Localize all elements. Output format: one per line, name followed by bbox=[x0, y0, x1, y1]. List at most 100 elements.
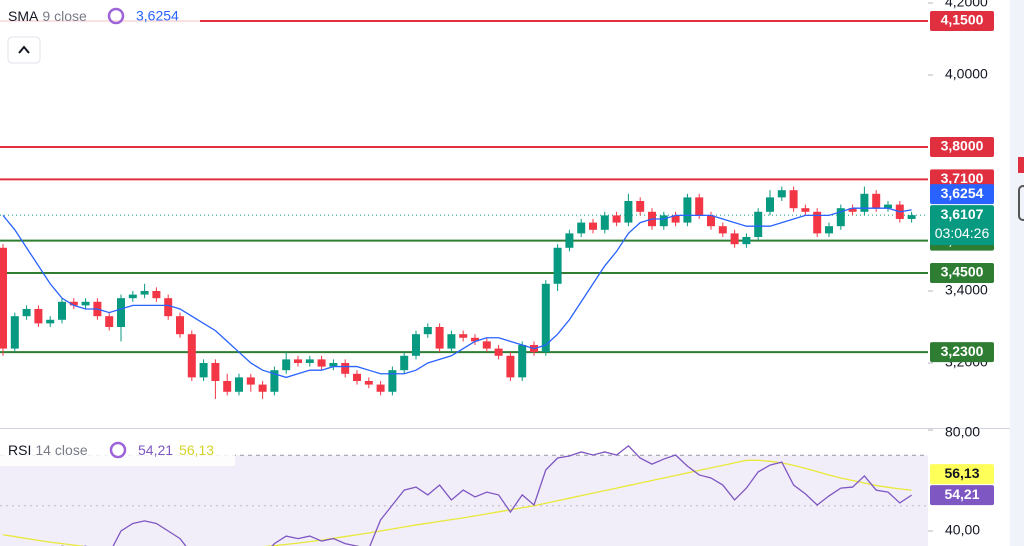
candle-body bbox=[305, 359, 314, 363]
candle-body bbox=[813, 211, 822, 234]
candle-body bbox=[447, 334, 456, 349]
candle-body bbox=[742, 236, 751, 245]
legend: SMA 9 close 3,6254 RSI 14 close 54,21 56,13 bbox=[0, 2, 235, 466]
icon-ring bbox=[107, 7, 125, 25]
legend-bg bbox=[0, 436, 235, 466]
candle-body bbox=[777, 190, 786, 198]
candle-body bbox=[246, 377, 255, 385]
candle-body bbox=[105, 316, 114, 327]
candle-body bbox=[459, 334, 468, 338]
candle-body bbox=[176, 316, 184, 335]
candle-body bbox=[671, 215, 680, 223]
candle-body bbox=[211, 362, 220, 381]
candle-body bbox=[553, 247, 562, 284]
candle-body bbox=[10, 316, 19, 349]
rsi-band-fill bbox=[0, 455, 928, 546]
rsi-pane bbox=[0, 445, 928, 546]
candle-body bbox=[46, 319, 55, 324]
sma-tag: 3,6254 bbox=[941, 185, 984, 201]
sma-name: SMA bbox=[8, 8, 39, 24]
icon-ring bbox=[109, 441, 127, 459]
rsi-ma-value: 56,13 bbox=[179, 442, 214, 458]
candle-body bbox=[282, 359, 291, 371]
rsi-tag: 54,21 bbox=[944, 486, 979, 502]
rsi-ma-tag: 56,13 bbox=[944, 465, 979, 481]
countdown: 03:04:26 bbox=[935, 225, 990, 241]
rsi-length: 14 bbox=[35, 442, 51, 458]
collapse-button[interactable] bbox=[7, 36, 41, 64]
candle-body bbox=[34, 308, 43, 324]
last-price-tag-bg bbox=[930, 205, 994, 246]
candle-body bbox=[884, 204, 892, 209]
candle-body bbox=[81, 301, 90, 306]
y-tick-label: 4,2000 bbox=[945, 0, 988, 10]
candle-body bbox=[364, 380, 373, 385]
candle-body bbox=[860, 193, 869, 212]
y-tick-label: 4,0000 bbox=[945, 66, 988, 82]
candle-body bbox=[707, 215, 715, 227]
candle-body bbox=[423, 326, 432, 335]
side-marker bbox=[1018, 185, 1024, 221]
level-tag-bg bbox=[930, 10, 994, 31]
y-tick-label: 3,4000 bbox=[945, 282, 988, 298]
candle-body bbox=[58, 301, 66, 320]
candle-body bbox=[235, 377, 243, 392]
candle-body bbox=[412, 334, 420, 356]
candle-body bbox=[730, 233, 739, 245]
candle-body bbox=[128, 294, 137, 299]
candle-body bbox=[69, 301, 78, 306]
candle-body bbox=[565, 233, 574, 248]
rsi-value: 54,21 bbox=[138, 442, 173, 458]
candle-body bbox=[683, 197, 692, 223]
rsi-settings-icon[interactable] bbox=[109, 441, 127, 459]
level-tag-bg bbox=[930, 342, 994, 363]
rsi-tag-bg bbox=[930, 485, 994, 506]
candle-body bbox=[907, 215, 916, 219]
price-pane bbox=[0, 19, 928, 399]
candle-body bbox=[22, 308, 31, 317]
candle-body bbox=[612, 215, 621, 223]
candle-body bbox=[825, 226, 833, 234]
candle-body bbox=[506, 355, 515, 378]
level-tag: 4,1500 bbox=[941, 12, 984, 28]
candle-body bbox=[400, 355, 409, 371]
level-tag: 3,8000 bbox=[941, 138, 984, 154]
candle-body bbox=[541, 283, 550, 353]
candle-body bbox=[577, 222, 586, 234]
candle-body bbox=[624, 200, 633, 223]
candle-body bbox=[482, 341, 491, 349]
level-tag: 3,4500 bbox=[941, 264, 984, 280]
sma-settings-icon[interactable] bbox=[107, 7, 125, 25]
candle-body bbox=[836, 208, 845, 227]
candle-body bbox=[471, 337, 479, 342]
candle-body bbox=[294, 359, 302, 363]
y-tick-label: 80,00 bbox=[945, 424, 980, 440]
sma-length: 9 bbox=[42, 8, 50, 24]
candle-body bbox=[388, 370, 397, 392]
sma-line bbox=[2, 207, 912, 379]
rsi-values: 54,21 56,13 bbox=[138, 442, 214, 458]
candle-body bbox=[435, 326, 444, 349]
candle-body bbox=[801, 208, 810, 212]
rsi-ma-tag-bg bbox=[930, 464, 994, 485]
candle-body bbox=[789, 190, 798, 209]
candle-body bbox=[140, 290, 149, 295]
axis-tags: 4,15003,80003,71003,54003,45003,23003,61… bbox=[930, 10, 994, 506]
rsi-ma-line bbox=[2, 459, 912, 546]
y-tick-label: 40,00 bbox=[945, 522, 980, 538]
candle-body bbox=[270, 370, 279, 392]
candle-body bbox=[152, 290, 161, 299]
sma-tag-bg bbox=[930, 184, 994, 205]
candle-body bbox=[317, 359, 326, 367]
candle-body bbox=[872, 193, 881, 209]
candle-body bbox=[659, 215, 668, 227]
candle-body bbox=[589, 222, 597, 230]
level-tag-bg bbox=[930, 136, 994, 157]
last-price-tag: 3,6107 bbox=[941, 206, 984, 222]
candle-body bbox=[0, 247, 7, 349]
candle-body bbox=[754, 211, 763, 237]
rsi-source: close bbox=[55, 442, 88, 458]
candle-body bbox=[376, 384, 385, 392]
